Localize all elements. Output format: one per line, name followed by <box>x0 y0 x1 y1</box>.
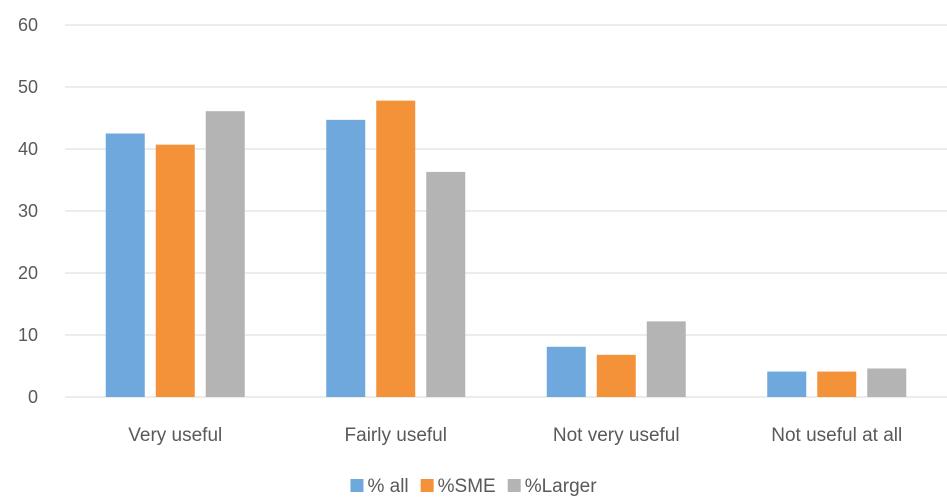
bar-all-3 <box>546 346 586 397</box>
gridlines <box>65 24 947 398</box>
legend-label: % all <box>367 476 408 497</box>
legend-swatch <box>350 479 364 492</box>
bar-all-1 <box>105 133 145 397</box>
bar-all-2 <box>326 119 366 398</box>
x-category-label: Not very useful <box>553 425 680 446</box>
bar-larger-4 <box>867 368 907 397</box>
bar-sme-3 <box>596 354 636 397</box>
y-tick-label: 60 <box>18 15 38 35</box>
y-tick-label: 40 <box>18 139 38 159</box>
bar-larger-3 <box>646 321 686 397</box>
x-category-label: Not useful at all <box>771 425 902 446</box>
x-category-label: Fairly useful <box>345 425 447 446</box>
x-category-label: Very useful <box>128 425 222 446</box>
legend-label: %Larger <box>525 476 597 497</box>
legend: % all %SME %Larger <box>350 476 597 497</box>
y-tick-label: 50 <box>18 77 38 97</box>
bar-larger-1 <box>205 111 245 398</box>
legend-label: %SME <box>438 476 496 497</box>
x-axis-category-labels: Very useful Fairly useful Not very useful N… <box>128 425 902 446</box>
y-tick-label: 10 <box>18 325 38 345</box>
legend-swatch <box>420 479 434 492</box>
bar-all-4 <box>767 371 807 397</box>
y-axis-tick-labels: 0 10 20 30 40 50 60 <box>18 15 38 407</box>
legend-item: %SME <box>420 476 496 497</box>
y-tick-label: 30 <box>18 201 38 221</box>
bar-sme-4 <box>817 371 857 397</box>
y-tick-label: 20 <box>18 263 38 283</box>
legend-item: % all <box>350 476 409 497</box>
bar-sme-2 <box>376 100 416 397</box>
bar-larger-2 <box>426 171 466 397</box>
bar-sme-1 <box>155 144 195 397</box>
legend-item: %Larger <box>507 476 597 497</box>
y-tick-label: 0 <box>28 387 38 407</box>
legend-swatch <box>507 479 521 492</box>
bars <box>105 100 907 398</box>
